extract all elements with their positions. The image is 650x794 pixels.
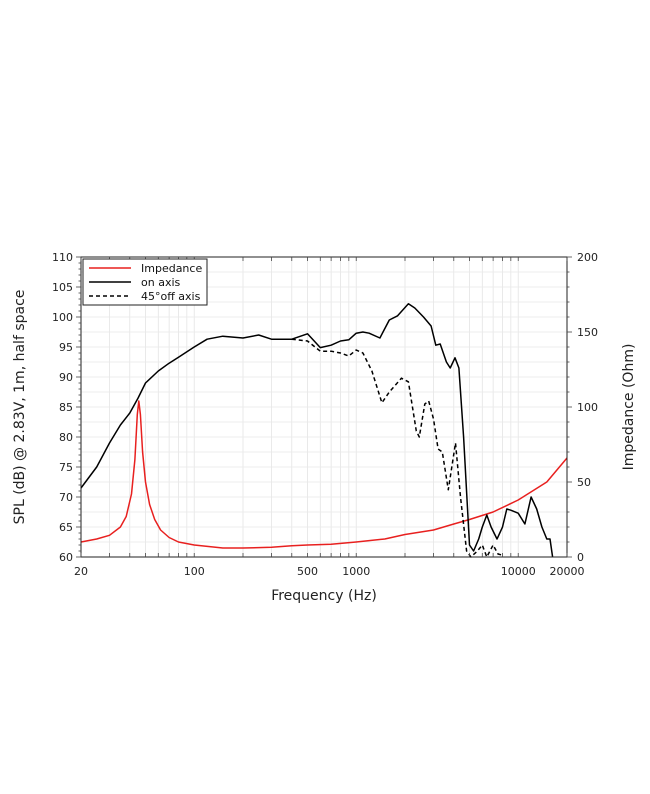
legend-label-impedance: Impedance <box>141 262 202 275</box>
x-tick-label: 20000 <box>550 565 585 578</box>
x-tick-label: 10000 <box>501 565 536 578</box>
y-tick-label: 100 <box>52 311 73 324</box>
y-tick-label: 60 <box>59 551 73 564</box>
y-tick-label: 95 <box>59 341 73 354</box>
y2-tick-label: 50 <box>577 476 591 489</box>
ticks: 20 100 500 1000 10000 20000606570758085909510… <box>52 251 598 578</box>
y2-tick-label: 200 <box>577 251 598 264</box>
y-tick-label: 90 <box>59 371 73 384</box>
y-tick-label: 70 <box>59 491 73 504</box>
x-axis-label: Frequency (Hz) <box>271 588 377 604</box>
x-tick-label: 20 <box>74 565 88 578</box>
legend-label-off-axis: 45°off axis <box>141 290 201 303</box>
grid <box>80 256 568 558</box>
y-tick-label: 80 <box>59 431 73 444</box>
y2-axis-label: Impedance (Ohm) <box>621 344 637 471</box>
y-tick-label: 85 <box>59 401 73 414</box>
y-tick-label: 75 <box>59 461 73 474</box>
x-tick-label: 100 <box>184 565 205 578</box>
x-tick-label: 500 <box>297 565 318 578</box>
y-axis-label: SPL (dB) @ 2.83V, 1m, half space <box>12 290 28 525</box>
series-line-on-axis <box>80 303 554 558</box>
y-tick-label: 110 <box>52 251 73 264</box>
y2-tick-label: 0 <box>577 551 584 564</box>
series-line-45-off-axis <box>291 338 503 558</box>
legend-label-on-axis: on axis <box>141 276 181 289</box>
y2-tick-label: 100 <box>577 401 598 414</box>
legend: Impedance on axis 45°off axis <box>82 258 208 306</box>
series-layer <box>80 303 568 558</box>
x-tick-label: 1000 <box>342 565 370 578</box>
y-tick-label: 65 <box>59 521 73 534</box>
y-tick-label: 105 <box>52 281 73 294</box>
y2-tick-label: 150 <box>577 326 598 339</box>
series-line-impedance <box>80 400 568 549</box>
